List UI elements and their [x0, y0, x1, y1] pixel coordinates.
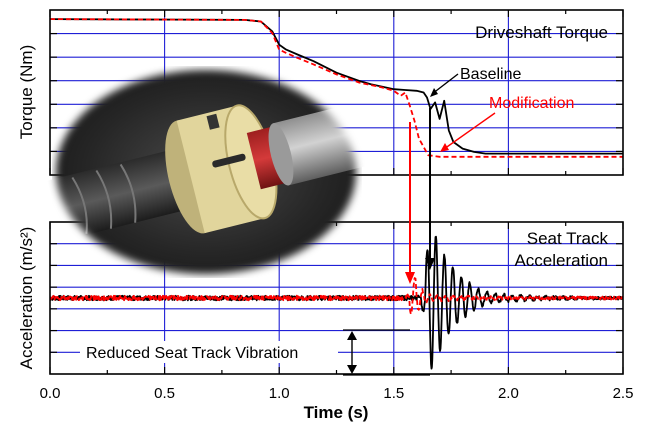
reduced-vibration-label: Reduced Seat Track Vibration	[86, 345, 298, 362]
bottom-y-axis-title: Acceleration (m/s²)	[17, 227, 36, 370]
bottom-panel-title-line2: Acceleration	[514, 251, 608, 270]
reduction-arrow-down	[347, 365, 357, 374]
mod-drop-arrow-head	[405, 272, 415, 284]
modification-label: Modification	[489, 95, 574, 112]
torsional-damper-photo	[47, 66, 367, 278]
top-series-baseline	[50, 18, 623, 155]
base-drop-arrow-head	[425, 258, 435, 270]
top-series-modification	[50, 18, 623, 158]
baseline-label: Baseline	[460, 66, 521, 83]
x-axis-title: Time (s)	[304, 403, 369, 422]
x-tick-label: 2.5	[613, 385, 634, 402]
baseline-pointer-head	[430, 88, 438, 97]
bottom-panel-title-line1: Seat Track	[527, 229, 609, 248]
top-panel-title: Driveshaft Torque	[475, 23, 608, 42]
x-tick-label: 0.5	[154, 385, 175, 402]
modification-pointer-head	[440, 143, 449, 152]
x-tick-labels: 0.0 0.5 1.0 1.5 2.0 2.5	[40, 385, 634, 402]
x-tick-label: 0.0	[40, 385, 61, 402]
reduction-label-bg	[80, 341, 338, 363]
reduction-arrow-up	[347, 331, 357, 340]
bottom-panel: Seat Track Acceleration	[49, 221, 624, 375]
baseline-pointer	[431, 73, 459, 95]
modification-pointer	[443, 112, 496, 150]
x-tick-label: 1.5	[383, 385, 404, 402]
bottom-series-modification	[50, 277, 623, 315]
x-tick-label: 1.0	[269, 385, 290, 402]
x-tick-label: 2.0	[498, 385, 519, 402]
annotations: Baseline Modification Reduced Seat Track…	[80, 66, 574, 376]
top-y-axis-title: Torque (Nm)	[17, 45, 36, 139]
